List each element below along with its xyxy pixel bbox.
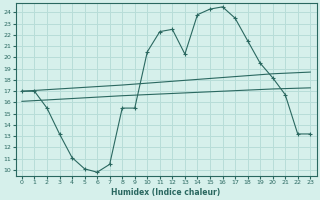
X-axis label: Humidex (Indice chaleur): Humidex (Indice chaleur) xyxy=(111,188,221,197)
